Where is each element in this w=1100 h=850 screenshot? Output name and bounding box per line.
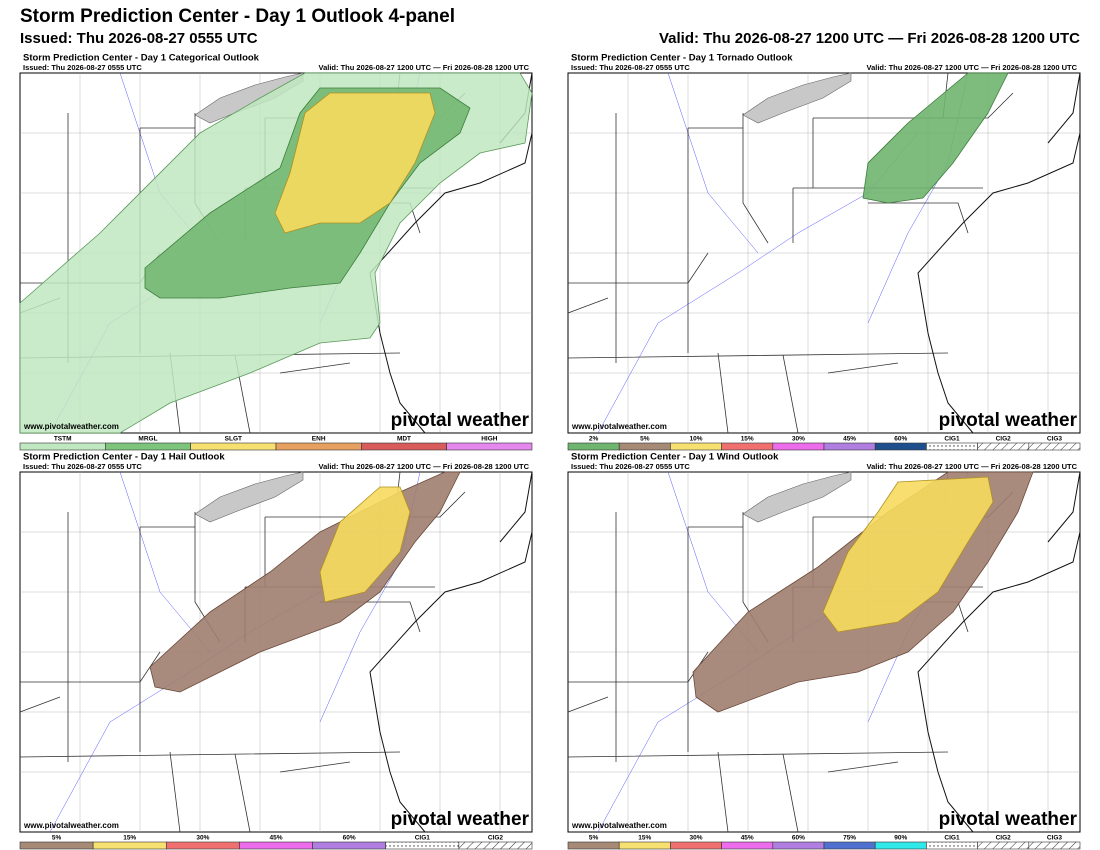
legend-label: 60% [792,835,805,842]
panel-issued: Issued: Thu 2026-08-27 0555 UTC [23,462,142,471]
panel-valid: Valid: Thu 2026-08-27 1200 UTC — Fri 202… [866,63,1077,72]
map [567,72,1081,434]
legend-swatch [239,841,313,850]
watermark-url: www.pivotalweather.com [571,422,667,431]
legend-label: CIG1 [415,835,431,842]
legend-label: 5% [640,436,650,443]
legend-swatch [874,442,927,451]
panel-issued: Issued: Thu 2026-08-27 0555 UTC [571,462,690,471]
legend-label: CIG2 [488,835,504,842]
brand: pivotal weather [391,809,530,830]
legend-swatch [823,841,876,850]
legend-swatch [772,841,825,850]
legend-swatch [670,442,722,451]
legend-label: 10% [689,436,702,443]
page-title: Storm Prediction Center - Day 1 Outlook … [20,6,455,27]
legend-label: 2% [589,436,599,443]
legend-label: CIG1 [944,436,960,443]
legend-swatch [446,442,533,451]
legend-swatch [567,841,620,850]
legend-label: 45% [843,436,856,443]
legend-label: 5% [589,835,599,842]
panel-title: Storm Prediction Center - Day 1 Hail Out… [23,452,225,463]
legend-swatch [19,442,106,451]
legend-label: TSTM [54,436,72,443]
legend-swatch [19,841,94,850]
legend-label: 30% [689,835,702,842]
panel-valid: Valid: Thu 2026-08-27 1200 UTC — Fri 202… [318,462,529,471]
legend-swatch [823,442,876,451]
panel-valid: Valid: Thu 2026-08-27 1200 UTC — Fri 202… [866,462,1077,471]
map [567,471,1081,833]
legend-label: 60% [894,436,907,443]
legend-swatch [772,442,825,451]
legend-swatch [105,442,191,451]
legend-swatch [312,841,387,850]
legend-label: 45% [269,835,282,842]
valid: Valid: Thu 2026-08-27 1200 UTC — Fri 202… [659,30,1080,47]
panel-title: Storm Prediction Center - Day 1 Tornado … [571,53,793,64]
legend-label: CIG3 [1047,436,1063,443]
legend-label: 15% [741,436,754,443]
legend-swatch [721,841,774,850]
brand: pivotal weather [391,410,530,431]
legend-label: CIG1 [944,835,960,842]
legend-swatch [977,442,1030,451]
legend-swatch [721,442,774,451]
panel-issued: Issued: Thu 2026-08-27 0555 UTC [23,63,142,72]
legend-swatch [190,442,277,451]
legend-swatch [275,442,362,451]
legend-label: CIG2 [996,436,1012,443]
legend-label: 15% [638,835,651,842]
legend-label: CIG2 [996,835,1012,842]
legend-label: 30% [196,835,209,842]
issued: Issued: Thu 2026-08-27 0555 UTC [20,30,258,47]
legend-label: 75% [843,835,856,842]
panel-valid: Valid: Thu 2026-08-27 1200 UTC — Fri 202… [318,63,529,72]
watermark-url: www.pivotalweather.com [23,821,119,830]
legend-swatch [1028,841,1081,850]
legend-label: 60% [343,835,356,842]
legend-label: 45% [741,835,754,842]
watermark-url: www.pivotalweather.com [23,422,119,431]
panel-title: Storm Prediction Center - Day 1 Categori… [23,53,260,64]
legend-swatch [926,841,978,850]
legend-swatch [1028,442,1081,451]
legend-swatch [618,841,671,850]
panel-title: Storm Prediction Center - Day 1 Wind Out… [571,452,779,463]
legend-swatch [385,841,460,850]
legend-label: 90% [894,835,907,842]
legend-label: CIG3 [1047,835,1063,842]
legend-label: MDT [397,436,411,443]
panel-issued: Issued: Thu 2026-08-27 0555 UTC [571,63,690,72]
legend-label: 15% [123,835,136,842]
legend-swatch [92,841,167,850]
legend-swatch [165,841,240,850]
legend-label: SLGT [225,436,242,443]
legend-swatch [926,442,978,451]
brand: pivotal weather [939,809,1078,830]
legend-label: HIGH [481,436,498,443]
brand: pivotal weather [939,410,1078,431]
legend-swatch [977,841,1030,850]
legend-swatch [567,442,620,451]
legend-label: ENH [312,436,326,443]
legend-swatch [618,442,671,451]
legend-swatch [874,841,927,850]
legend-swatch [670,841,722,850]
legend-label: 5% [52,835,62,842]
map [19,72,533,434]
legend-swatch [361,442,447,451]
legend-label: MRGL [138,436,157,443]
map [19,471,533,833]
watermark-url: www.pivotalweather.com [571,821,667,830]
legend-label: 30% [792,436,805,443]
legend-swatch [458,841,533,850]
